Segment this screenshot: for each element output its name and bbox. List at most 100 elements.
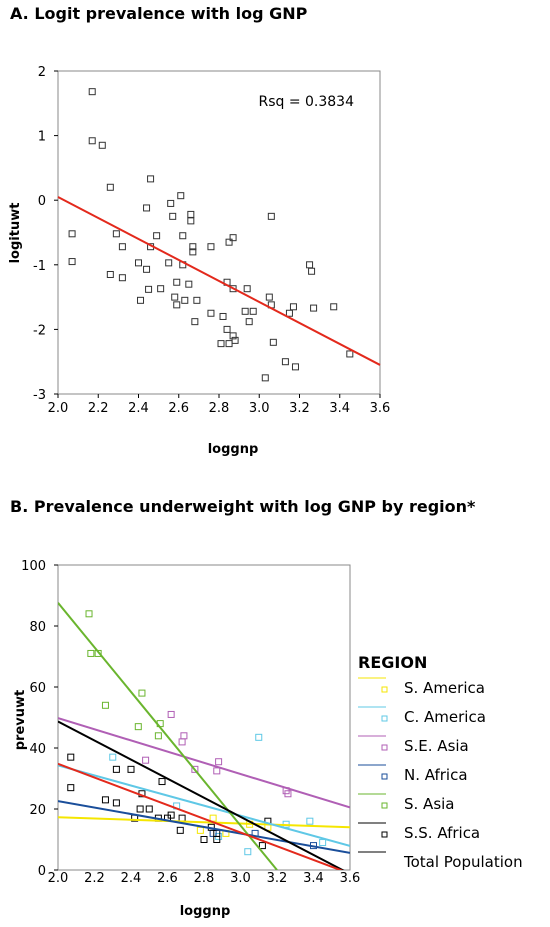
data-point: [187, 210, 195, 218]
data-point: [285, 309, 293, 317]
fit-line: [57, 196, 381, 366]
x-tick-label: 3.2: [267, 871, 288, 886]
y-tick-label: 1: [38, 130, 46, 145]
x-tick-label: 3.6: [340, 871, 361, 886]
x-tick-label: 2.4: [121, 871, 142, 886]
plot-b-marks: [58, 602, 350, 870]
legend-label: S.E. Asia: [404, 737, 469, 755]
data-point: [291, 363, 299, 371]
legend-label: S. Asia: [404, 795, 455, 813]
y-tick-label: 100: [21, 559, 46, 574]
data-point: [308, 267, 316, 275]
legend-swatch: [358, 793, 388, 809]
regression-line: [58, 800, 350, 854]
data-point: [330, 303, 338, 311]
data-point: [118, 274, 126, 282]
data-point: [87, 649, 95, 657]
data-point: [229, 332, 237, 340]
data-point: [255, 733, 263, 741]
x-tick-label: 3.2: [289, 401, 310, 416]
data-point: [225, 340, 233, 348]
data-point: [138, 689, 146, 697]
legend-item: Total Population: [356, 848, 546, 876]
data-point: [245, 318, 253, 326]
data-point: [180, 732, 188, 740]
legend-item: S.E. Asia: [356, 732, 546, 760]
data-point: [193, 296, 201, 304]
x-tick-label: 3.4: [303, 871, 324, 886]
y-tick-label: 2: [38, 65, 46, 80]
data-point: [213, 767, 221, 775]
y-tick-label: 20: [29, 803, 46, 818]
y-tick-label: 0: [38, 194, 46, 209]
data-point: [231, 336, 239, 344]
data-point: [165, 259, 173, 267]
y-tick-label: 60: [29, 681, 46, 696]
data-point: [261, 374, 269, 382]
data-point: [153, 232, 161, 240]
data-point: [178, 814, 186, 822]
x-tick-label: 2.4: [128, 401, 149, 416]
x-tick-label: 2.2: [88, 401, 109, 416]
y-tick-label: 80: [29, 620, 46, 635]
data-point: [289, 303, 297, 311]
data-point: [67, 784, 75, 792]
data-point: [249, 307, 257, 315]
data-point: [185, 280, 193, 288]
data-point: [243, 285, 251, 293]
y-axis-label: prevuwt: [13, 690, 28, 751]
data-point: [173, 278, 181, 286]
data-point: [143, 204, 151, 212]
data-point: [134, 723, 142, 731]
data-point: [179, 232, 187, 240]
data-point: [177, 192, 185, 200]
legend-swatch: [358, 735, 388, 751]
data-point: [229, 285, 237, 293]
panel-a-title: A. Logit prevalence with log GNP: [10, 4, 308, 23]
data-point: [167, 811, 175, 819]
x-tick-label: 3.6: [370, 401, 391, 416]
data-point: [167, 710, 175, 718]
data-point: [196, 826, 204, 834]
data-point: [85, 610, 93, 618]
data-point: [209, 814, 217, 822]
data-point: [219, 312, 227, 320]
legend-item: N. Africa: [356, 761, 546, 789]
data-point: [127, 765, 135, 773]
data-point: [241, 307, 249, 315]
y-axis-label: logituwt: [8, 203, 23, 264]
data-point: [267, 212, 275, 220]
data-point: [143, 265, 151, 273]
x-tick-label: 2.0: [48, 871, 69, 886]
legend-item: S. America: [356, 674, 546, 702]
data-point: [181, 296, 189, 304]
legend-title: REGION: [358, 653, 428, 672]
data-point: [68, 258, 76, 266]
regression-line: [58, 764, 350, 847]
data-point: [306, 261, 314, 269]
legend-label: S. America: [404, 679, 485, 697]
x-tick-label: 3.4: [329, 401, 350, 416]
x-tick-label: 2.2: [84, 871, 105, 886]
regression-line: [58, 720, 345, 870]
data-point: [215, 758, 223, 766]
x-tick-label: 2.8: [194, 871, 215, 886]
legend-swatch: [358, 677, 388, 693]
x-tick-label: 3.0: [230, 871, 251, 886]
x-tick-label: 2.8: [209, 401, 230, 416]
data-point: [223, 325, 231, 333]
data-point: [109, 753, 117, 761]
data-point: [157, 285, 165, 293]
data-point: [112, 230, 120, 238]
data-point: [145, 285, 153, 293]
data-point: [169, 212, 177, 220]
data-point: [88, 137, 96, 145]
data-point: [98, 141, 106, 149]
data-point: [229, 234, 237, 242]
legend-swatch: [358, 706, 388, 722]
y-tick-label: 40: [29, 742, 46, 757]
data-point: [101, 701, 109, 709]
plot-a-frame: [57, 70, 381, 395]
y-tick-label: 0: [38, 864, 46, 879]
data-point: [244, 848, 252, 856]
